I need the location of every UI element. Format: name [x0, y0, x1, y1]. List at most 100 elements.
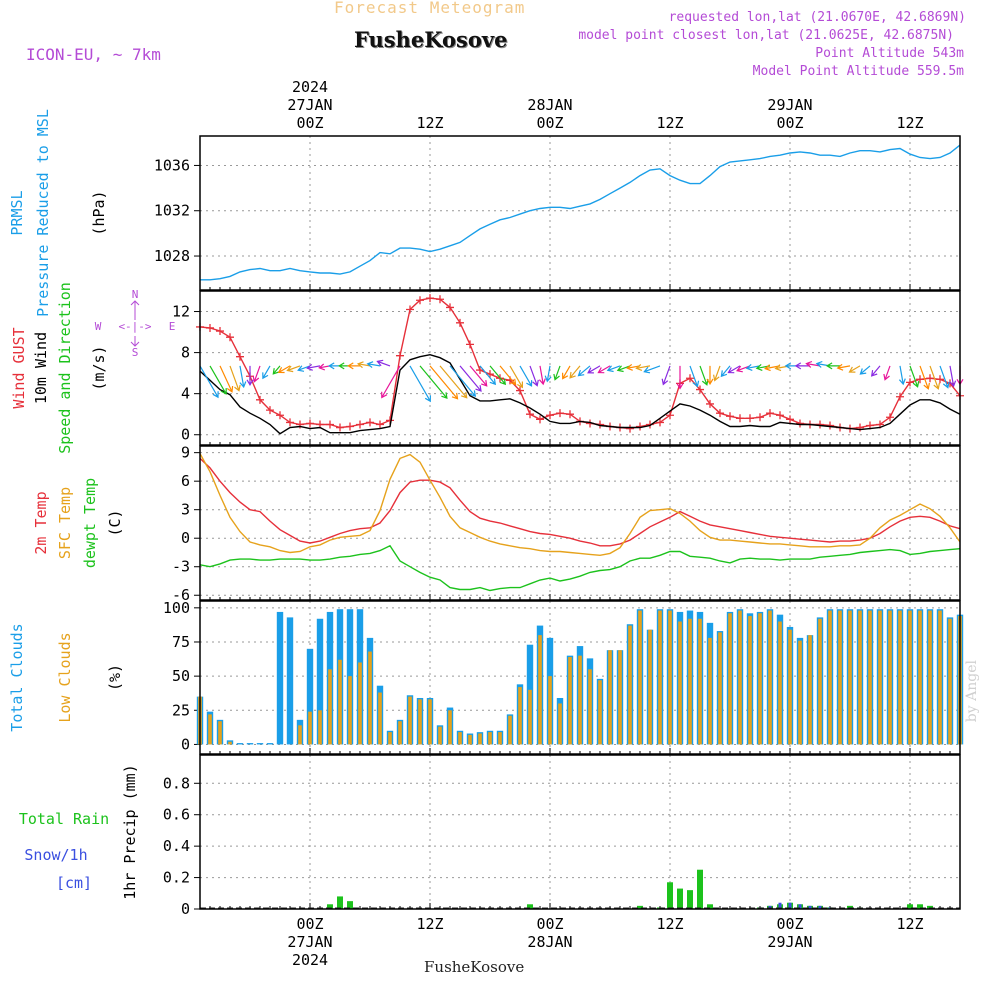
wind-ytick-label: 12 [172, 303, 190, 321]
wind-gust-marker [456, 318, 464, 327]
low-cloud-bar [318, 710, 322, 745]
wind-direction-arrow [898, 365, 906, 386]
wind-gust-marker [276, 411, 284, 420]
low-cloud-bar [788, 629, 792, 745]
pressure-ylabel: PRMSL [8, 190, 26, 235]
wind-direction-arrow [429, 365, 459, 400]
temperature-ytick-label: -3 [172, 558, 190, 576]
wind-direction-arrow [949, 365, 957, 388]
rain-bar [337, 896, 343, 909]
low-cloud-bar [858, 610, 862, 745]
temperature-ylabel: (C) [106, 509, 124, 536]
wind-gust-marker [746, 414, 754, 423]
wind-gust-marker [896, 392, 904, 401]
wind-gust-marker [266, 406, 274, 415]
low-cloud-bar [478, 733, 482, 745]
wind-direction-arrow [883, 365, 891, 381]
low-cloud-bar [338, 659, 342, 745]
bottom-time-label: 00Z [536, 915, 563, 933]
top-time-label: 12Z [656, 114, 683, 132]
wind-gust-marker [546, 411, 554, 420]
snow-bar [798, 904, 802, 909]
wind-gust-marker [236, 352, 244, 361]
wind-direction-arrow [713, 365, 721, 382]
low-cloud-bar [938, 610, 942, 745]
temperature-series-line [199, 457, 961, 547]
wind-direction-arrow [909, 365, 920, 388]
temperature-ylabel: 2m Temp [32, 491, 50, 554]
pressure-series-line [200, 144, 961, 281]
wind-ylabel: 10m Wind [32, 332, 50, 404]
wind-direction-arrow [848, 365, 861, 373]
low-cloud-bar [898, 610, 902, 745]
low-cloud-bar [668, 610, 672, 745]
low-cloud-bar [818, 618, 822, 745]
wind-gust-marker [366, 418, 374, 427]
wind-direction-arrow [449, 365, 477, 397]
header-model: ICON-EU, ~ 7km [26, 45, 161, 64]
low-cloud-bar [518, 687, 522, 745]
wind-gust-marker [206, 323, 214, 332]
rain-bar [527, 904, 533, 909]
wind-gust-marker [776, 411, 784, 420]
low-cloud-bar [748, 616, 752, 745]
snow-bar [778, 902, 782, 909]
clouds-panel: 0 25 50 75 100 Total Clouds Low Clouds (%) [8, 599, 964, 755]
wind-gust-marker [326, 420, 334, 429]
wind-gust-marker [736, 414, 744, 423]
temperature-ytick-label: 9 [181, 444, 190, 462]
header-requested: requested lon,lat (21.0670E, 42.6869N) [668, 10, 966, 25]
wind-gust-marker [306, 419, 314, 428]
wind-direction-arrow [676, 365, 684, 390]
pressure-frame [199, 135, 961, 291]
low-cloud-bar [298, 725, 302, 745]
wind-gust-marker [716, 409, 724, 418]
low-cloud-bar [918, 610, 922, 745]
top-time-label: 27JAN [287, 96, 332, 114]
temperature-ytick-label: 0 [181, 529, 190, 547]
wind-direction-arrow [489, 365, 507, 386]
wind-gust-marker [756, 413, 764, 422]
wind-direction-arrow [919, 365, 930, 390]
wind-gust-marker [926, 374, 934, 383]
wind-direction-arrow [246, 365, 254, 386]
wind-direction-arrow [347, 362, 360, 370]
clouds-ytick-label: 0 [181, 735, 190, 753]
wind-direction-arrow [643, 365, 661, 374]
top-time-label: 2024 [292, 78, 328, 96]
wind-direction-arrow [409, 365, 431, 403]
clouds-ytick-label: 25 [172, 701, 190, 719]
top-time-label: 00Z [776, 114, 803, 132]
wind-gust-marker [376, 420, 384, 429]
low-cloud-bar [498, 732, 502, 745]
precip-ytick-label: 0.8 [163, 774, 190, 792]
wind-gust-marker [396, 351, 404, 360]
pressure-ytick-label: 1036 [154, 156, 190, 174]
wind-direction-arrow [836, 363, 851, 371]
wind-gust-marker [766, 409, 774, 418]
wind-gust-marker [406, 305, 414, 314]
low-cloud-bar [358, 662, 362, 745]
wind-series-line [199, 297, 961, 430]
wind-gust-marker [446, 303, 454, 312]
wind-gust-marker [656, 418, 664, 427]
wind-gust-marker [516, 386, 524, 395]
low-cloud-bar [468, 734, 472, 745]
low-cloud-bar [428, 699, 432, 745]
low-cloud-bar [458, 732, 462, 745]
compass-west: W [95, 320, 102, 333]
rain-bar [327, 904, 333, 909]
wind-direction-arrow [306, 363, 321, 371]
wind-gust-marker [566, 410, 574, 419]
wind-direction-arrow [272, 365, 281, 375]
header-altitude: Point Altitude 543m [815, 46, 964, 61]
precip-ytick-label: 0.4 [163, 837, 190, 855]
clouds-ylabel: Total Clouds [8, 623, 26, 731]
wind-panel: 0 4 8 12 Wind GUST 10m Wind Speed and Directio… [10, 282, 964, 454]
wind-gust-marker [336, 423, 344, 432]
wind-ylabel: Speed and Direction [56, 282, 74, 454]
header-closest: model point closest lon,lat (21.0625E, 4… [578, 28, 954, 43]
low-cloud-bar [228, 741, 232, 745]
rain-bar [347, 901, 353, 909]
wind-direction-arrow [569, 365, 581, 379]
